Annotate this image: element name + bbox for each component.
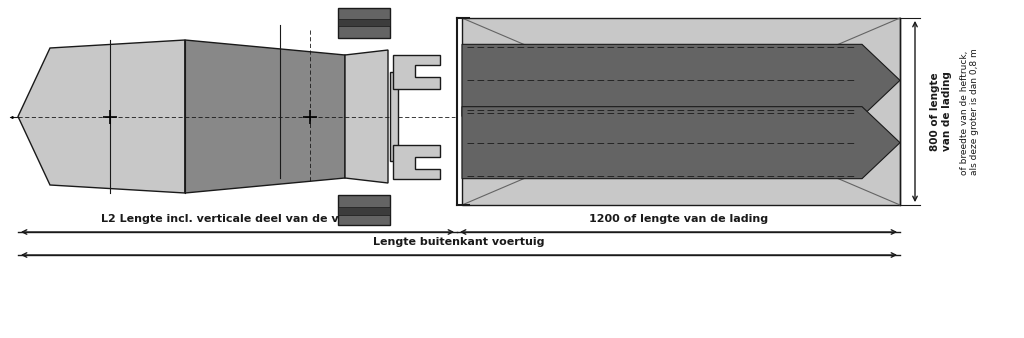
Bar — [390, 72, 398, 161]
Polygon shape — [185, 40, 345, 193]
Polygon shape — [462, 44, 900, 116]
Polygon shape — [18, 40, 185, 193]
Polygon shape — [345, 50, 388, 183]
Polygon shape — [393, 54, 440, 89]
Text: 1200 of lengte van de lading: 1200 of lengte van de lading — [589, 214, 768, 224]
Polygon shape — [393, 145, 440, 178]
Text: L2 Lengte incl. verticale deel van de vorken: L2 Lengte incl. verticale deel van de vo… — [101, 214, 374, 224]
Polygon shape — [462, 107, 900, 179]
Bar — [338, 195, 390, 225]
Bar — [462, 18, 900, 205]
Text: Lengte buitenkant voertuig: Lengte buitenkant voertuig — [374, 237, 545, 247]
Bar — [338, 19, 390, 26]
Bar — [338, 8, 390, 38]
Bar — [338, 207, 390, 215]
Text: of breedte van de heftruck,
als deze groter is dan 0,8 m: of breedte van de heftruck, als deze gro… — [961, 48, 979, 175]
Text: 800 of lengte
van de lading: 800 of lengte van de lading — [930, 72, 951, 151]
